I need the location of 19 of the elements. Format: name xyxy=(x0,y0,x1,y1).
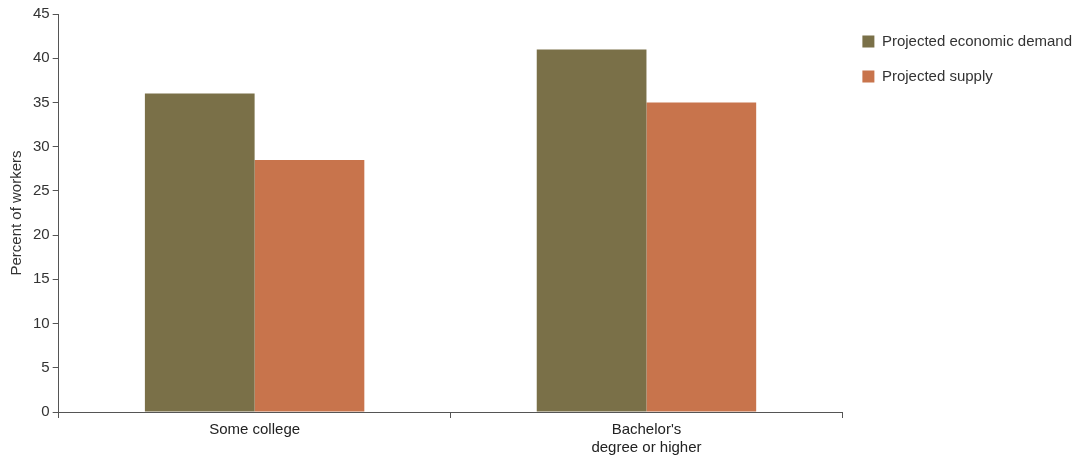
y-tick-label: 45 xyxy=(33,4,50,22)
y-tick-label: 15 xyxy=(33,269,50,287)
x-tick-label: Bachelor's degree or higher xyxy=(591,420,702,456)
y-tick-label: 35 xyxy=(33,92,50,110)
y-tick-label: 10 xyxy=(33,313,50,331)
bar xyxy=(254,159,365,412)
y-tick-label: 0 xyxy=(41,402,50,420)
bar xyxy=(536,49,647,412)
y-tick-label: 40 xyxy=(33,48,50,66)
y-tick-label: 20 xyxy=(33,225,50,243)
legend-label: Projected economic demand xyxy=(881,31,1072,49)
y-axis-title: Percent of workers xyxy=(7,150,25,276)
x-tick-label: Some college xyxy=(209,420,301,438)
y-tick-label: 30 xyxy=(33,136,50,154)
y-tick-label: 25 xyxy=(33,181,50,199)
legend-label: Projected supply xyxy=(881,66,994,84)
y-tick-label: 5 xyxy=(41,357,50,375)
bar xyxy=(144,93,255,412)
bar xyxy=(646,102,757,412)
